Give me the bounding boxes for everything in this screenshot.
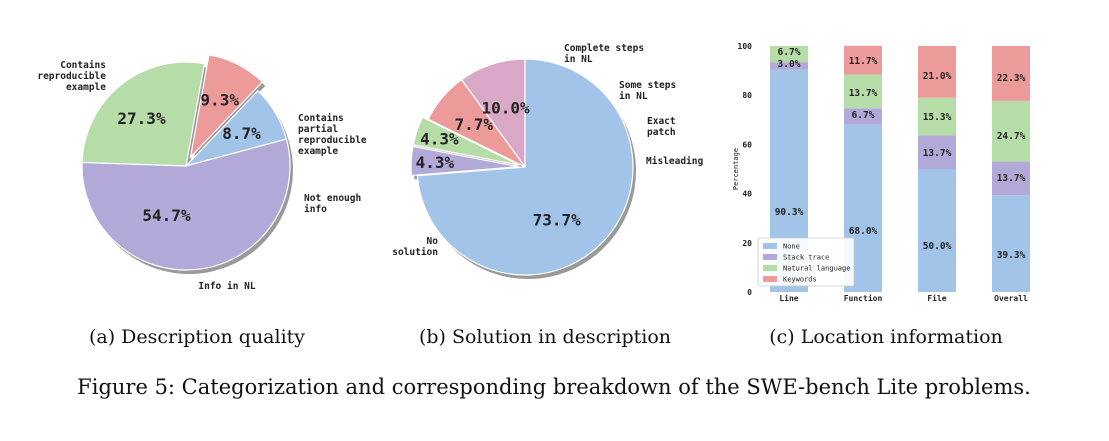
legend-swatch-keywords <box>763 276 777 282</box>
pie-pct-label: 27.3% <box>117 109 166 128</box>
bar-value-label: 6.7% <box>778 47 801 58</box>
subcaption-a: (a) Description quality <box>89 326 305 348</box>
pie-pct-label: 4.3% <box>416 153 455 172</box>
pie-slice-contains-reproducible-example <box>81 138 291 271</box>
bar-segment-keywords <box>918 46 956 98</box>
bar-value-label: 3.0% <box>778 59 801 70</box>
legend-label: Natural language <box>783 265 850 273</box>
pie-category-label: Info in NL <box>198 281 255 292</box>
pie-pct-label: 7.7% <box>455 115 494 134</box>
y-tick-label: 60 <box>742 140 752 149</box>
bar-value-label: 15.3% <box>923 112 952 123</box>
pie-category-label: Exact <box>647 116 676 127</box>
pie-category-label: partial <box>298 124 338 135</box>
bar-segment-none <box>918 169 956 292</box>
pie-category-label: in NL <box>619 91 648 102</box>
pie-pct-label: 9.3% <box>200 91 239 110</box>
bar-segment-stack-trace <box>992 161 1030 196</box>
pie-pct-label: 8.7% <box>222 124 261 143</box>
subcaption-b: (b) Solution in description <box>419 326 671 348</box>
legend-label: Keywords <box>783 276 817 284</box>
bar-segment-natural-language <box>992 100 1030 162</box>
pie-slice-misleading <box>410 145 520 177</box>
pie-category-label: example <box>298 146 338 157</box>
figure-caption: Figure 5: Categorization and correspondi… <box>77 375 1031 399</box>
bar-value-label: 90.3% <box>775 207 804 218</box>
pie-category-label: No <box>427 236 439 247</box>
y-tick-label: 40 <box>742 190 752 199</box>
pie-category-label: patch <box>647 127 676 138</box>
pie-category-label: reproducible <box>37 71 106 82</box>
legend-swatch-none <box>763 243 777 249</box>
pie-category-label: Not enough <box>304 193 361 204</box>
bar-value-label: 13.7% <box>849 88 878 99</box>
bar-segment-natural-language <box>770 46 808 63</box>
legend-swatch-stack-trace <box>763 254 777 260</box>
pie-category-label: solution <box>392 247 438 258</box>
pie-category-label: example <box>66 82 106 93</box>
pie-pct-label: 4.3% <box>420 129 459 148</box>
pie-category-label: Contains <box>60 60 106 71</box>
bar-segment-keywords <box>844 45 882 75</box>
x-tick-label: Overall <box>994 294 1028 303</box>
pie-pct-label: 73.7% <box>533 210 582 229</box>
legend: None Stack trace Natural language Keywords <box>757 237 855 287</box>
subcaption-c: (c) Location information <box>769 326 1003 348</box>
bar-value-label: 22.3% <box>997 73 1026 84</box>
legend-label: None <box>783 243 800 251</box>
x-tick-label: File <box>927 293 946 303</box>
bar-segment-natural-language <box>844 74 882 109</box>
pie-pct-label: 10.0% <box>482 98 531 117</box>
bar-segment-natural-language <box>918 97 956 136</box>
pie-slice-not-enough-info <box>189 54 264 159</box>
pie-category-label: Contains <box>298 113 344 124</box>
pie-category-label: info <box>304 204 327 215</box>
bar-value-label: 24.7% <box>997 131 1026 142</box>
bar-value-label: 13.7% <box>997 173 1026 184</box>
bar-value-label: 21.0% <box>923 71 952 82</box>
pie-slice-no-solution <box>416 58 634 276</box>
pie-slice-exact-patch <box>412 116 520 166</box>
y-tick-label: 80 <box>742 91 752 100</box>
pie-category-label: Some steps <box>619 80 676 91</box>
legend-label: Stack trace <box>783 254 829 262</box>
bar-value-label: 6.7% <box>852 110 875 121</box>
pie-category-label: Complete steps <box>564 43 644 54</box>
pie-wedges <box>81 54 291 271</box>
y-tick-label: 100 <box>738 42 753 51</box>
y-tick-label: 0 <box>747 288 752 297</box>
pie-category-label: reproducible <box>298 135 367 146</box>
pie-wedges <box>410 58 634 276</box>
legend-swatch-natural-language <box>763 265 777 271</box>
bar-value-label: 68.0% <box>849 226 878 237</box>
x-tick-label: Line <box>779 293 798 303</box>
bar-segment-keywords <box>992 46 1030 101</box>
bar-value-label: 39.3% <box>997 250 1026 261</box>
bar-segment-stack-trace <box>918 135 956 169</box>
y-axis-label: Percentage <box>732 148 740 190</box>
pie-category-label: in NL <box>564 54 593 65</box>
bar-value-label: 11.7% <box>849 56 878 67</box>
pie-slice-some-steps-in-nl <box>427 78 526 168</box>
bar-segment-stack-trace <box>844 108 882 125</box>
y-tick-label: 20 <box>742 239 752 248</box>
pie-chart-description-quality: 8.7%Containspartialreproducibleexample9.… <box>37 54 367 292</box>
bar-value-label: 50.0% <box>923 241 952 252</box>
pie-pct-label: 54.7% <box>142 206 191 225</box>
bar-segment-none <box>992 195 1030 292</box>
legend-box <box>757 237 855 287</box>
x-tick-label: Function <box>844 293 883 303</box>
bar-value-label: 13.7% <box>923 148 952 159</box>
pie-slice-info-in-nl <box>81 61 206 167</box>
bar-segment-stack-trace <box>770 62 808 70</box>
pie-category-label: Misleading <box>646 156 703 167</box>
stacked-bar-chart-location-information: 0 20 40 60 80 100 Percentage Line Function File Ov… <box>732 42 1030 303</box>
